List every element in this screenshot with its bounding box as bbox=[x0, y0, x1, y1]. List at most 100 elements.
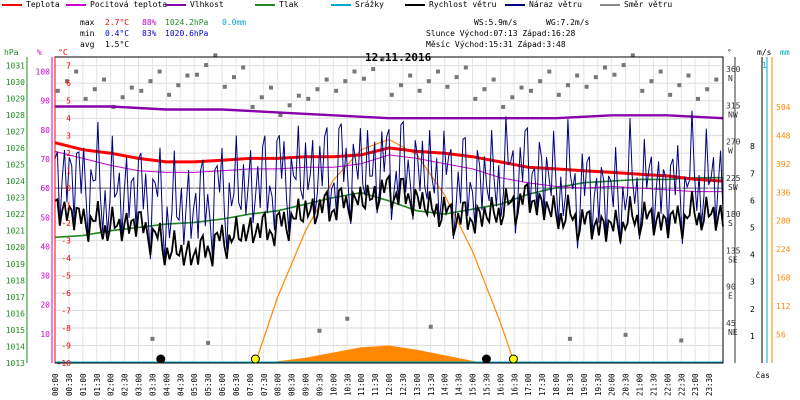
wind-direction-point bbox=[206, 340, 211, 345]
wind-direction-point bbox=[213, 53, 218, 58]
temp-tick-label: -2 bbox=[61, 219, 71, 228]
x-tick-label: 00:00 bbox=[51, 373, 60, 396]
wind-direction-point bbox=[463, 65, 468, 70]
hpa-tick-label: 1013 bbox=[6, 359, 25, 368]
wind-direction-point bbox=[398, 83, 403, 88]
legend-label: Rychlost větru bbox=[429, 0, 497, 9]
legend-swatch bbox=[166, 4, 186, 6]
hpa-tick-label: 1016 bbox=[6, 309, 25, 318]
wind-direction-point bbox=[519, 85, 524, 90]
x-tick-label: 18:30 bbox=[566, 373, 575, 396]
x-tick-label: 15:30 bbox=[482, 373, 491, 396]
x-tick-label: 10:30 bbox=[343, 373, 352, 396]
hpa-tick-label: 1020 bbox=[6, 243, 25, 252]
x-tick-label: 19:00 bbox=[580, 373, 589, 396]
legend-swatch bbox=[66, 4, 86, 6]
wind-direction-point bbox=[259, 95, 264, 100]
wind-direction-point bbox=[417, 88, 422, 93]
stat-moon: Měsíc Východ:15:31 Západ:3:48 bbox=[426, 40, 566, 49]
wind-direction-point bbox=[83, 96, 88, 101]
hpa-tick-label: 1021 bbox=[6, 227, 25, 236]
x-tick-label: 07:30 bbox=[260, 373, 269, 396]
stat-ws: WS:5.9m/s bbox=[474, 18, 518, 27]
sunset-marker bbox=[508, 354, 518, 364]
solar-tick-label: 224 bbox=[776, 245, 791, 254]
x-tick-label: 00:30 bbox=[65, 373, 74, 396]
dir-name-label: NW bbox=[728, 110, 738, 119]
chart-title: 12.11.2016 bbox=[365, 51, 432, 64]
stat-max-rain: 0.0mm bbox=[222, 18, 247, 27]
x-tick-label: 20:00 bbox=[608, 373, 617, 396]
x-tick-label: 16:00 bbox=[496, 373, 505, 396]
wind-direction-point bbox=[612, 72, 617, 77]
solar-tick-label: 448 bbox=[776, 131, 791, 140]
legend-swatch bbox=[600, 4, 620, 6]
wind-direction-point bbox=[556, 92, 561, 97]
stat-min-hum: 83% bbox=[142, 29, 157, 38]
wind-direction-point bbox=[491, 77, 496, 82]
hpa-tick-label: 1029 bbox=[6, 94, 25, 103]
hpa-tick-label: 1019 bbox=[6, 260, 25, 269]
wind-direction-point bbox=[324, 77, 329, 82]
dir-name-label: E bbox=[728, 292, 733, 301]
temp-tick-label: -8 bbox=[61, 324, 71, 333]
wind-direction-point bbox=[101, 77, 106, 82]
x-tick-label: 11:00 bbox=[357, 373, 366, 396]
wind-direction-point bbox=[389, 92, 394, 97]
x-tick-label: 14:30 bbox=[455, 373, 464, 396]
wind-direction-point bbox=[167, 92, 172, 97]
x-tick-label: 23:00 bbox=[691, 373, 700, 396]
stat-max-label: max bbox=[80, 18, 95, 27]
wind-direction-point bbox=[695, 96, 700, 101]
stat-min-press: 1020.6hPa bbox=[165, 29, 209, 38]
hpa-tick-label: 1025 bbox=[6, 161, 25, 170]
stat-wg: WG:7.2m/s bbox=[546, 18, 590, 27]
stat-avg-label: avg bbox=[80, 40, 95, 49]
wind-direction-point bbox=[278, 112, 283, 117]
wind-tick-label: 2 bbox=[750, 305, 755, 314]
pct-tick-label: 20 bbox=[40, 301, 50, 310]
dir-tick-label: 360 bbox=[726, 65, 741, 74]
pct-tick-label: 50 bbox=[40, 213, 50, 222]
wind-direction-point bbox=[658, 69, 663, 74]
wind-direction-point bbox=[640, 88, 645, 93]
wind-direction-point bbox=[139, 88, 144, 93]
axis-label-hpa: hPa bbox=[4, 48, 19, 57]
x-tick-label: 02:00 bbox=[107, 373, 116, 396]
dir-name-label: SE bbox=[728, 255, 738, 264]
x-tick-label: 13:30 bbox=[427, 373, 436, 396]
dir-tick-label: 225 bbox=[726, 174, 741, 183]
temp-tick-label: -9 bbox=[61, 342, 71, 351]
legend-label: Náraz větru bbox=[529, 0, 582, 9]
wind-direction-point bbox=[428, 324, 433, 329]
dir-name-label: N bbox=[728, 74, 733, 83]
temp-tick-label: 2 bbox=[66, 149, 71, 158]
wind-direction-point bbox=[677, 83, 682, 88]
wind-direction-point bbox=[204, 63, 209, 68]
hpa-tick-label: 1018 bbox=[6, 276, 25, 285]
series-lines bbox=[54, 105, 724, 364]
wind-direction-point bbox=[630, 53, 635, 58]
hpa-tick-label: 1031 bbox=[6, 61, 25, 70]
x-tick-label: 08:30 bbox=[288, 373, 297, 396]
wind-direction-point bbox=[361, 76, 366, 81]
hpa-tick-label: 1028 bbox=[6, 111, 25, 120]
solar-tick-label: 336 bbox=[776, 188, 791, 197]
wind-direction-point bbox=[435, 69, 440, 74]
stat-min-temp: 0.4°C bbox=[105, 29, 130, 38]
legend-label: Srážky bbox=[355, 0, 384, 9]
wind-direction-point bbox=[345, 316, 350, 321]
wind-direction-point bbox=[593, 75, 598, 80]
dir-tick-label: 45 bbox=[726, 319, 736, 328]
x-tick-label: 08:00 bbox=[274, 373, 283, 396]
x-tick-label: 21:30 bbox=[649, 373, 658, 396]
x-tick-label: 03:00 bbox=[135, 373, 144, 396]
temp-tick-label: 0 bbox=[66, 184, 71, 193]
solar-tick-label: 56 bbox=[776, 331, 786, 340]
legend-label: Vlhkost bbox=[190, 0, 224, 9]
dir-tick-label: 135 bbox=[726, 246, 741, 255]
wind-direction-points bbox=[55, 53, 719, 345]
axis-label-wind: m/s bbox=[757, 48, 772, 57]
x-tick-label: 14:00 bbox=[441, 373, 450, 396]
